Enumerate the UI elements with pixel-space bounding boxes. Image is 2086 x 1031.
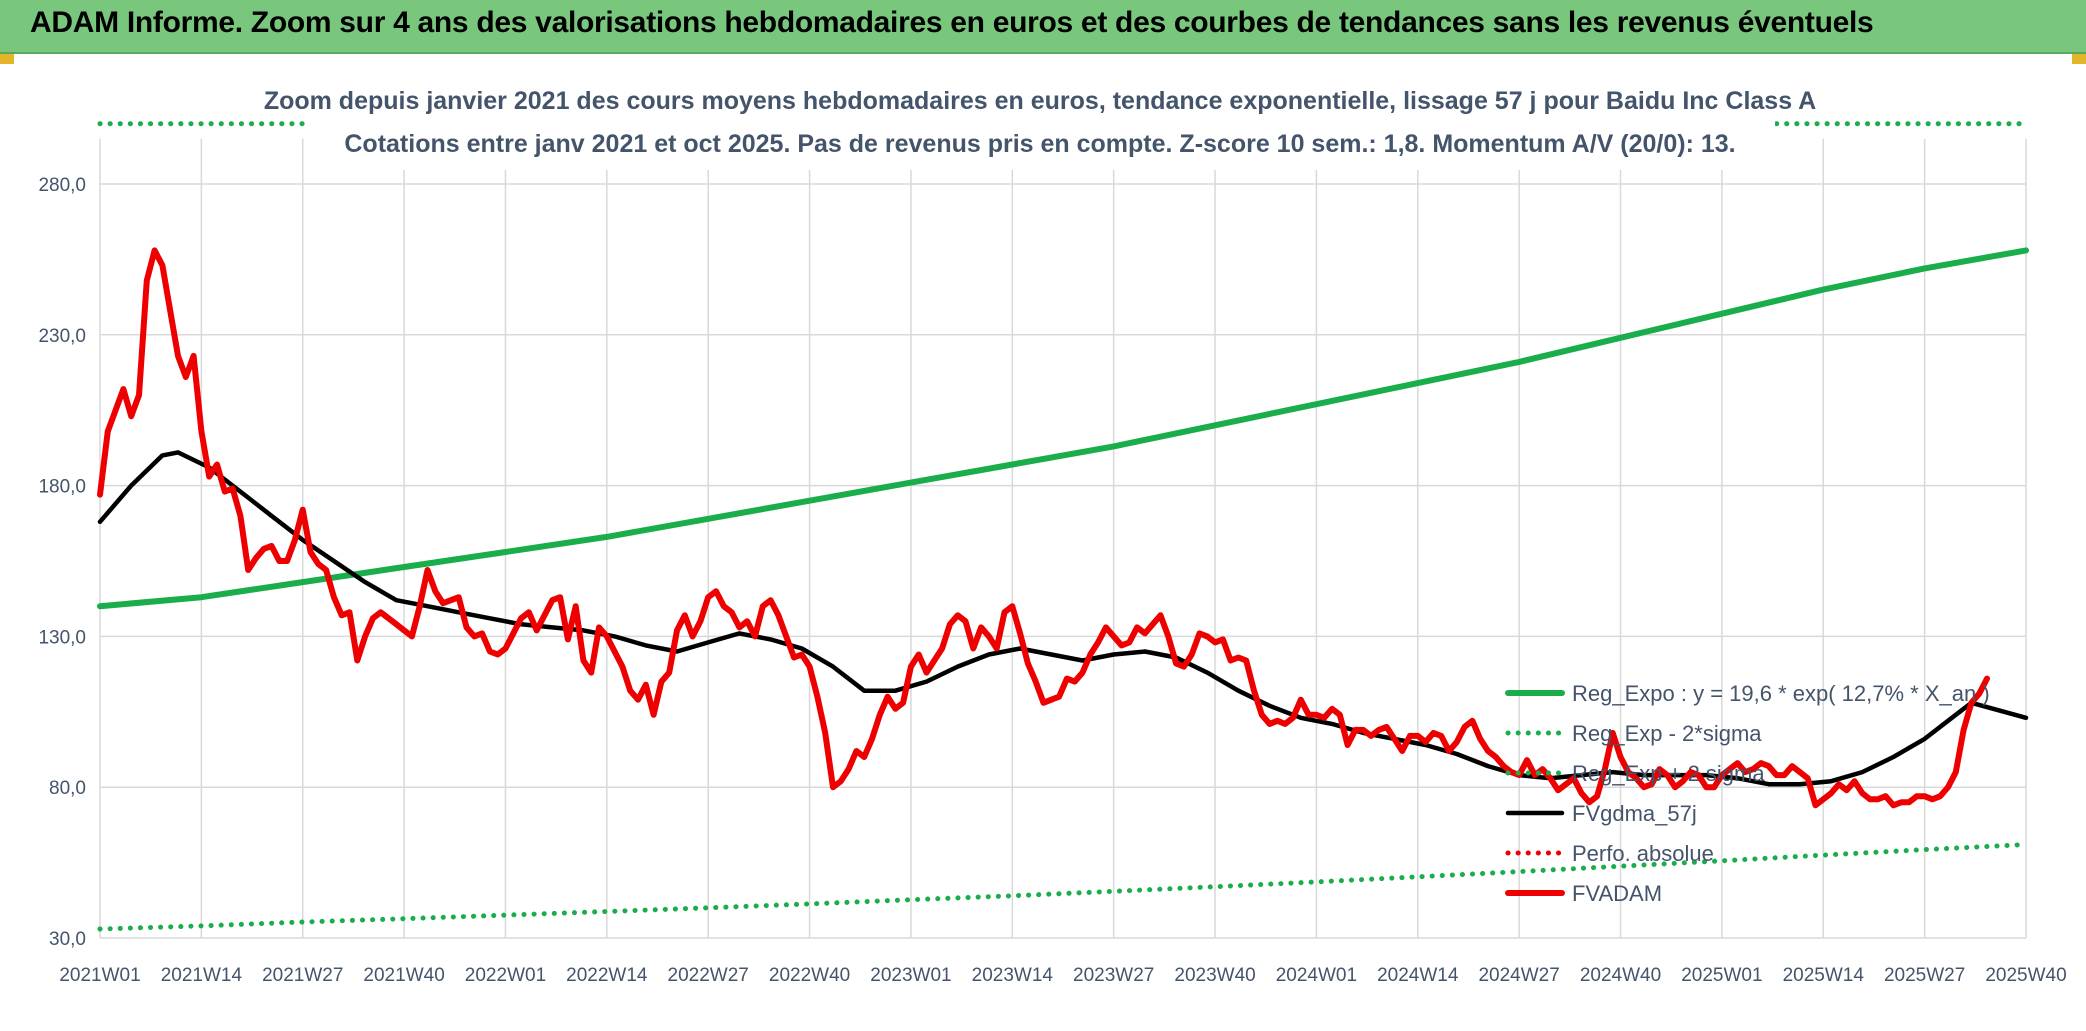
x-tick-label: 2024W14: [1377, 965, 1459, 986]
corner-marker-left: [0, 54, 14, 64]
legend-label: Reg_Exp - 2*sigma: [1572, 721, 1762, 746]
x-tick-label: 2024W27: [1478, 965, 1559, 986]
grid: [99, 138, 2027, 939]
x-tick-label: 2025W01: [1681, 965, 1762, 986]
axis-labels: 280,0 230,0 180,0 130,0 80,0 30,0 2021W01 2021W…: [38, 175, 2066, 986]
header-bar: ADAM Informe. Zoom sur 4 ans des valoris…: [0, 0, 2086, 54]
x-tick-label: 2023W01: [870, 965, 951, 986]
x-tick-label: 2024W01: [1276, 965, 1357, 986]
corner-marker-right: [2072, 54, 2086, 64]
y-tick-label: 130,0: [38, 627, 86, 648]
legend: Reg_Expo : y = 19,6 * exp( 12,7% * X_an …: [1505, 681, 1990, 906]
x-tick-label: 2021W01: [59, 965, 140, 986]
legend-label: FVgdma_57j: [1572, 801, 1697, 826]
legend-label: Perfo. absolue: [1572, 841, 1714, 866]
y-tick-label: 30,0: [49, 929, 86, 950]
x-tick-label: 2022W40: [769, 965, 850, 986]
x-tick-label: 2023W14: [972, 965, 1054, 986]
line-chart: Zoom depuis janvier 2021 des cours moyen…: [38, 76, 2067, 986]
x-tick-label: 2025W40: [1985, 965, 2066, 986]
x-tick-label: 2024W40: [1580, 965, 1661, 986]
y-tick-label: 230,0: [38, 326, 86, 347]
x-tick-label: 2023W27: [1073, 965, 1154, 986]
x-tick-label: 2021W40: [363, 965, 444, 986]
series: [97, 247, 2029, 932]
y-tick-label: 80,0: [49, 778, 86, 799]
legend-label: FVADAM: [1572, 881, 1662, 906]
page-title: ADAM Informe. Zoom sur 4 ans des valoris…: [30, 6, 1874, 39]
chart-subtitle: Cotations entre janv 2021 et oct 2025. P…: [344, 130, 1735, 158]
series-line-fvadam: [97, 247, 1990, 809]
series-line-reg-expo-y-19-6-exp-12-7-x-an: [97, 247, 2029, 610]
x-tick-label: 2021W14: [161, 965, 243, 986]
x-tick-label: 2025W14: [1783, 965, 1865, 986]
legend-label: Reg_Expo : y = 19,6 * exp( 12,7% * X_an …: [1572, 681, 1990, 706]
y-tick-label: 180,0: [38, 477, 86, 498]
x-tick-label: 2023W40: [1174, 965, 1255, 986]
title-background: [305, 76, 1775, 170]
y-tick-label: 280,0: [38, 175, 86, 196]
x-tick-label: 2022W14: [566, 965, 648, 986]
x-tick-label: 2025W27: [1884, 965, 1965, 986]
x-tick-label: 2022W27: [668, 965, 749, 986]
series-line-reg-exp-2-sigma: [97, 842, 2029, 932]
legend-label: Reg_Exp + 2 sigma: [1572, 761, 1765, 786]
chart-title: Zoom depuis janvier 2021 des cours moyen…: [264, 87, 1816, 115]
x-tick-label: 2022W01: [465, 965, 546, 986]
x-tick-label: 2021W27: [262, 965, 343, 986]
